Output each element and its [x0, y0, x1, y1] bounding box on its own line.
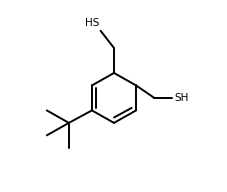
Text: SH: SH	[173, 93, 188, 103]
Text: HS: HS	[85, 18, 99, 28]
